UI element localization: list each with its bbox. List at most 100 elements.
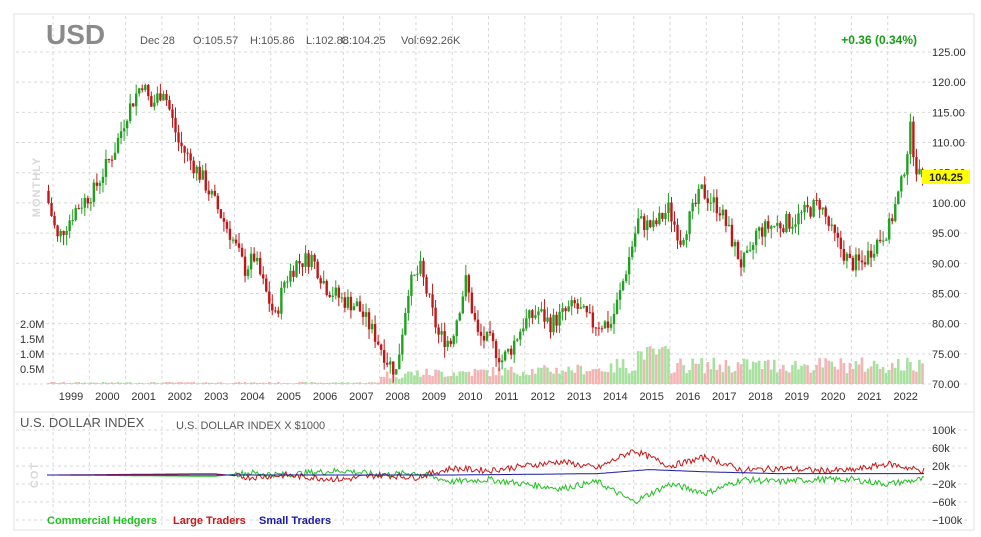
candle-body: [334, 287, 337, 296]
volume-bar: [274, 383, 277, 384]
candle-body: [727, 224, 731, 226]
volume-bar: [715, 369, 719, 384]
change-value: +0.36 (0.34%): [841, 33, 917, 47]
candle-body: [809, 207, 812, 217]
volume-bar: [89, 382, 93, 384]
volume-bar: [582, 374, 586, 384]
volume-bar: [382, 376, 386, 384]
candle-body: [558, 311, 561, 326]
volume-bar: [458, 371, 462, 384]
volume-value: Vol:692.26K: [401, 35, 461, 47]
volume-bar: [845, 373, 849, 384]
volume-bar: [528, 375, 531, 384]
candle-body: [872, 253, 876, 258]
candle-body: [703, 184, 706, 199]
candle-body: [540, 309, 543, 312]
candle-body: [721, 209, 725, 216]
volume-bar: [664, 346, 667, 384]
volume-bar: [546, 367, 549, 384]
volume-bar: [652, 348, 655, 384]
candle-body: [525, 318, 528, 329]
volume-bar: [754, 362, 758, 384]
volume-bar: [65, 383, 68, 384]
candle-body: [528, 310, 531, 319]
candle-body: [627, 256, 631, 275]
volume-bar: [561, 370, 564, 384]
volume-bar: [189, 382, 192, 384]
volume-tick-label: 2.0M: [20, 319, 44, 331]
candle-body: [455, 320, 458, 337]
volume-bar: [476, 370, 480, 384]
candle-body: [824, 207, 827, 217]
volume-bar: [334, 382, 338, 384]
candle-body: [404, 313, 407, 335]
year-tick-label: 2013: [567, 391, 591, 403]
volume-bar: [413, 375, 416, 384]
volume-bar: [621, 359, 625, 384]
candle-body: [694, 202, 697, 204]
volume-bar: [600, 371, 604, 384]
candle-body: [649, 220, 652, 228]
candle-body: [894, 204, 897, 222]
volume-bar: [204, 382, 208, 384]
candle-body: [422, 260, 425, 278]
volume-bar: [316, 382, 319, 384]
candle-body: [673, 221, 676, 225]
candle-body: [685, 234, 688, 240]
candle-body: [597, 327, 601, 329]
year-tick-label: 2012: [531, 391, 555, 403]
volume-bar: [906, 357, 909, 384]
candle-body: [346, 296, 350, 308]
year-tick-label: 1999: [59, 391, 83, 403]
volume-bar: [228, 383, 232, 384]
volume-bar: [766, 359, 770, 384]
volume-bar: [763, 360, 767, 384]
candle-body: [265, 278, 268, 292]
volume-bar: [343, 383, 347, 384]
volume-bar: [298, 382, 301, 384]
candle-body: [177, 132, 180, 143]
candle-body: [582, 305, 585, 308]
candle-body: [110, 159, 114, 161]
candle-body: [392, 361, 395, 375]
volume-tick-label: 1.5M: [20, 334, 44, 346]
volume-bar: [122, 383, 126, 384]
volume-bar: [470, 375, 474, 384]
volume-bar: [255, 382, 259, 384]
candle-body: [552, 314, 555, 333]
candle-body: [382, 349, 386, 363]
volume-bar: [639, 351, 643, 384]
candle-body: [125, 120, 129, 129]
volume-bar: [131, 383, 135, 384]
candle-body: [298, 261, 301, 264]
volume-bar: [437, 370, 440, 384]
candle-body: [446, 340, 449, 347]
candle-body: [633, 233, 637, 247]
candle-body: [688, 211, 691, 235]
volume-bar: [791, 365, 794, 384]
candle-body: [836, 232, 839, 238]
volume-bar: [521, 371, 525, 384]
candle-body: [280, 287, 283, 314]
candle-body: [697, 188, 700, 204]
volume-bar: [373, 382, 377, 384]
volume-bar: [506, 369, 510, 384]
volume-bar: [685, 373, 688, 384]
volume-bar: [606, 372, 610, 384]
volume-bar: [860, 357, 864, 384]
volume-bar: [289, 383, 292, 384]
volume-bar: [283, 382, 286, 384]
cot-lines: [47, 449, 925, 505]
volume-bar: [909, 362, 912, 384]
volume-bar: [216, 382, 220, 384]
candle-body: [189, 153, 192, 161]
volume-bar: [407, 371, 410, 384]
candle-body: [425, 277, 428, 294]
candle-body: [869, 250, 873, 258]
candle-body: [80, 207, 83, 209]
candle-body: [464, 275, 468, 297]
candle-body: [839, 237, 843, 249]
volume-bar: [736, 362, 740, 384]
year-tick-label: 2009: [422, 391, 446, 403]
